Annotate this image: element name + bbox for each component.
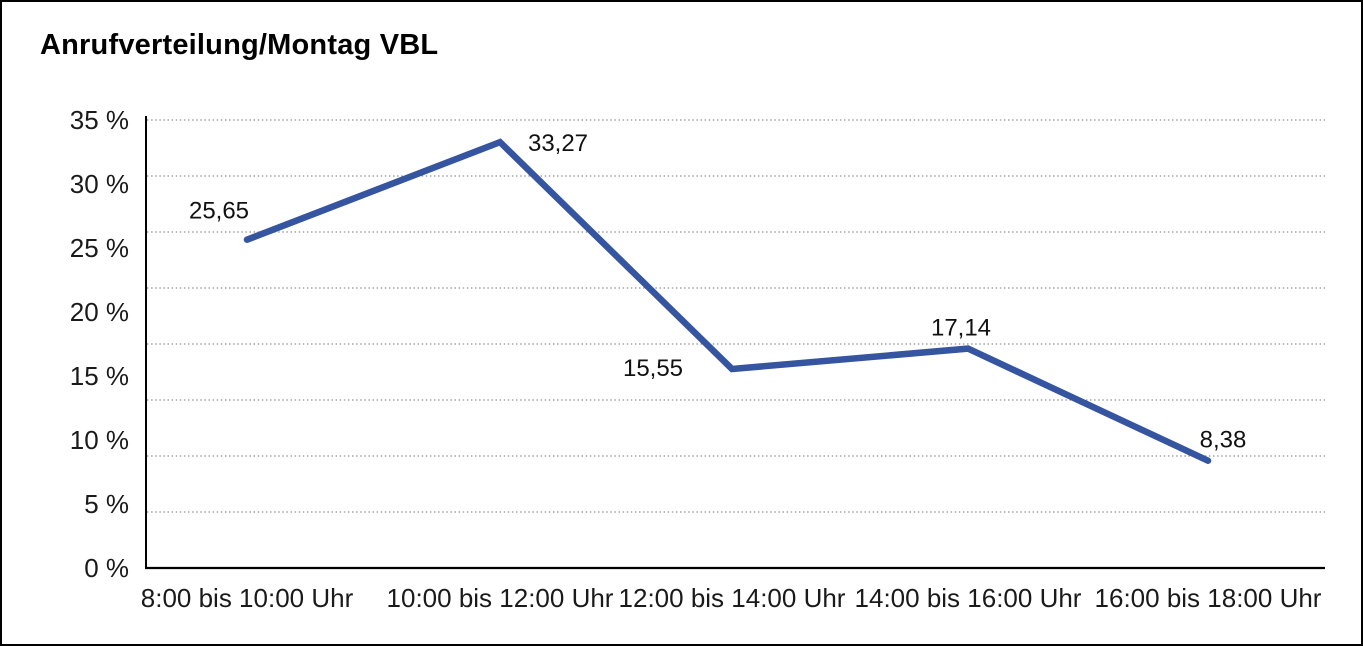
y-axis-tick-label: 30 % [70, 169, 129, 199]
y-axis-tick-label: 20 % [70, 297, 129, 327]
y-axis-tick-label: 35 % [70, 105, 129, 135]
y-axis-tick-label: 10 % [70, 425, 129, 455]
x-axis-category-label: 14:00 bis 16:00 Uhr [855, 583, 1082, 613]
data-series-line [243, 138, 1212, 464]
y-axis-tick-label: 0 % [84, 553, 129, 583]
x-axis-category-label: 10:00 bis 12:00 Uhr [387, 583, 614, 613]
x-axis-category-label: 16:00 bis 18:00 Uhr [1095, 583, 1322, 613]
data-point-label: 25,65 [189, 198, 249, 225]
y-axis-tick-label: 5 % [84, 489, 129, 519]
x-axis-category-label: 12:00 bis 14:00 Uhr [619, 583, 846, 613]
x-axis-category-label: 8:00 bis 10:00 Uhr [141, 583, 354, 613]
data-point-label: 8,38 [1200, 427, 1247, 454]
y-axis-tick-label: 15 % [70, 361, 129, 391]
data-point-label: 33,27 [528, 130, 588, 157]
chart-title: Anrufverteilung/Montag VBL [40, 29, 439, 61]
y-axis-tick-label: 25 % [70, 233, 129, 263]
data-point-label: 15,55 [623, 355, 683, 382]
data-point-label: 17,14 [931, 315, 991, 342]
